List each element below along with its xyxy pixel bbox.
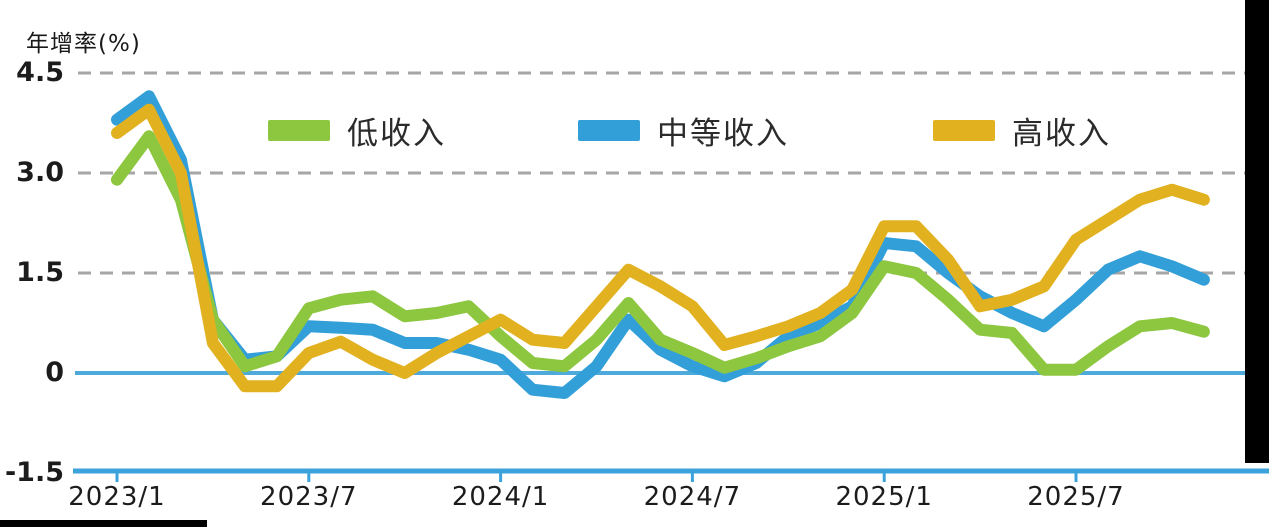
series-line-中等收入 [111, 90, 1210, 399]
series-line-低收入 [111, 130, 1210, 376]
x-tick-label: 2024/1 [451, 482, 550, 512]
x-tick-label: 2025/1 [835, 482, 933, 512]
y-tick-label: 0 [45, 357, 64, 388]
series-line-高收入 [111, 103, 1210, 393]
black-letterbox-right [1245, 0, 1269, 463]
y-axis-title: 年增率(%) [26, 31, 141, 57]
x-tick-label: 2025/7 [1027, 482, 1125, 512]
y-tick-label: 3.0 [16, 157, 64, 188]
x-tick-label: 2023/7 [260, 482, 358, 512]
x-tick-label: 2024/7 [643, 482, 742, 512]
black-letterbox-bottom-left [0, 520, 207, 527]
y-tick-label: 1.5 [16, 257, 64, 288]
y-tick-label: -1.5 [4, 457, 64, 488]
y-tick-label: 4.5 [16, 57, 64, 88]
x-tick-label: 2023/1 [68, 482, 166, 512]
